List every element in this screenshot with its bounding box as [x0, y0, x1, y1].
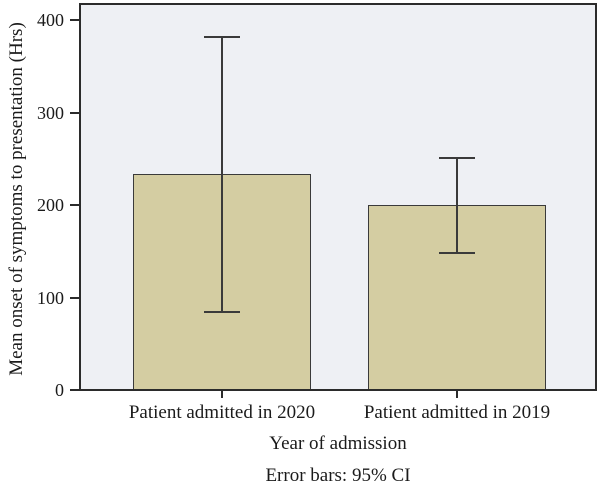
y-tick-mark	[70, 389, 80, 391]
y-tick-label: 400	[37, 10, 64, 30]
error-bar-cap	[204, 35, 240, 39]
y-tick-mark	[70, 296, 80, 299]
y-tick-label: 300	[37, 102, 64, 123]
y-tick-mark	[70, 111, 80, 114]
y-tick-label: 200	[37, 195, 64, 215]
y-tick-label: 100	[37, 287, 64, 308]
x-tick-mark	[221, 390, 223, 398]
error-bar	[456, 157, 458, 254]
x-tick-mark	[456, 390, 458, 398]
error-bar-cap	[204, 310, 240, 314]
x-category-label: Patient admitted in 2020	[128, 402, 316, 423]
error-bars-footnote: Error bars: 95% CI	[265, 465, 411, 486]
y-tick-label: 0	[55, 380, 64, 400]
error-bar-cap	[439, 251, 475, 255]
error-bar-cap	[439, 156, 475, 160]
y-tick-mark	[70, 204, 80, 206]
x-category-label: Patient admitted in 2019	[363, 402, 551, 423]
error-bar	[221, 36, 223, 313]
x-axis-title: Year of admission	[269, 433, 407, 454]
y-tick-mark	[70, 19, 80, 21]
plot-area	[80, 4, 596, 390]
